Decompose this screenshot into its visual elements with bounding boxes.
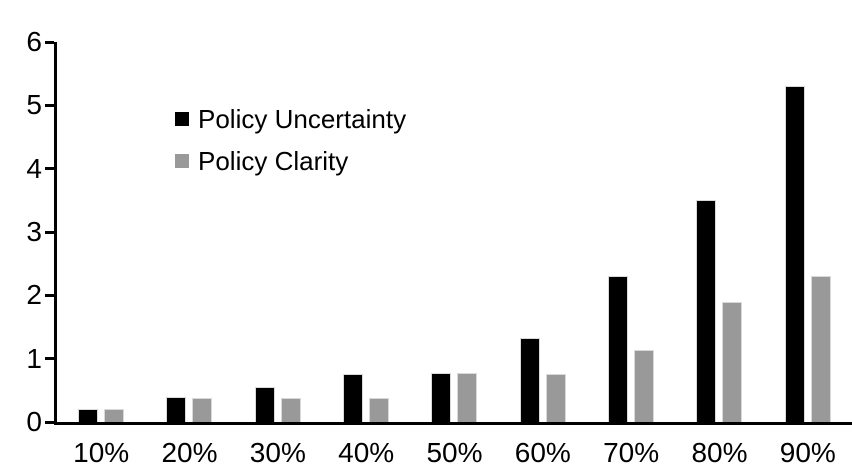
x-tick-label: 50% xyxy=(426,437,483,468)
uncertainty-bar-70 xyxy=(608,276,629,422)
y-tick-label: 1 xyxy=(26,342,42,374)
bar-group-20 xyxy=(145,42,233,422)
uncertainty-bar-90 xyxy=(784,86,805,422)
clarity-bar-10 xyxy=(104,409,125,422)
x-tick-label: 60% xyxy=(514,437,571,468)
x-tick-label: 30% xyxy=(249,437,306,468)
legend-label: Policy Clarity xyxy=(198,146,349,176)
legend-swatch-icon xyxy=(175,112,189,126)
clarity-bar-50 xyxy=(457,373,478,422)
x-tick-label: 20% xyxy=(161,437,218,468)
uncertainty-bar-40 xyxy=(343,373,364,422)
legend: Policy Uncertainty Policy Clarity xyxy=(175,104,406,176)
y-tick-label: 3 xyxy=(26,216,42,247)
y-tick xyxy=(45,357,54,361)
uncertainty-bar-60 xyxy=(519,337,540,422)
legend-swatch-icon xyxy=(175,154,189,168)
bar-group-80 xyxy=(675,42,763,422)
y-tick xyxy=(45,230,54,234)
uncertainty-bar-10 xyxy=(78,409,99,422)
uncertainty-bar-20 xyxy=(166,396,187,422)
x-tick-label: 90% xyxy=(779,437,836,468)
y-tick xyxy=(45,103,54,107)
bar-group-40 xyxy=(322,42,410,422)
y-tick xyxy=(45,293,54,297)
bar-group-50 xyxy=(410,42,498,422)
clarity-bar-90 xyxy=(810,276,831,422)
legend-item: Policy Clarity xyxy=(175,146,406,176)
y-tick xyxy=(45,40,54,44)
uncertainty-bar-50 xyxy=(431,372,452,422)
x-tick-label: 70% xyxy=(603,437,660,468)
y-tick-label: 0 xyxy=(26,406,42,437)
bar-group-90 xyxy=(764,42,852,422)
clarity-bar-60 xyxy=(545,373,566,422)
uncertainty-bar-80 xyxy=(696,200,717,422)
x-axis-labels: 10% 20% 30% 40% 50% 60% 70% 80% 90% xyxy=(57,436,852,475)
clarity-bar-40 xyxy=(369,397,390,422)
y-tick-label: 4 xyxy=(26,152,42,184)
y-tick-label: 5 xyxy=(26,89,42,121)
clarity-bar-20 xyxy=(192,397,213,422)
legend-label: Policy Uncertainty xyxy=(198,104,407,134)
y-tick-label: 2 xyxy=(26,279,42,311)
bar-group-60 xyxy=(499,42,587,422)
bar-groups xyxy=(57,42,852,422)
x-tick-label: 80% xyxy=(691,437,748,468)
y-tick xyxy=(45,167,54,171)
plot-area: Policy Uncertainty Policy Clarity xyxy=(45,40,852,425)
bar-group-30 xyxy=(234,42,322,422)
x-tick-label: 10% xyxy=(73,437,130,468)
clarity-bar-30 xyxy=(280,397,301,422)
bar-group-10 xyxy=(57,42,145,422)
bar-group-70 xyxy=(587,42,675,422)
y-axis-labels: 0 1 2 3 4 5 6 xyxy=(0,27,42,437)
legend-item: Policy Uncertainty xyxy=(175,104,406,134)
uncertainty-bar-30 xyxy=(254,386,275,422)
clarity-bar-80 xyxy=(722,301,743,422)
x-tick-label: 40% xyxy=(338,437,395,468)
clarity-bar-70 xyxy=(634,349,655,422)
y-tick-label: 6 xyxy=(26,26,42,57)
y-tick xyxy=(45,420,54,424)
